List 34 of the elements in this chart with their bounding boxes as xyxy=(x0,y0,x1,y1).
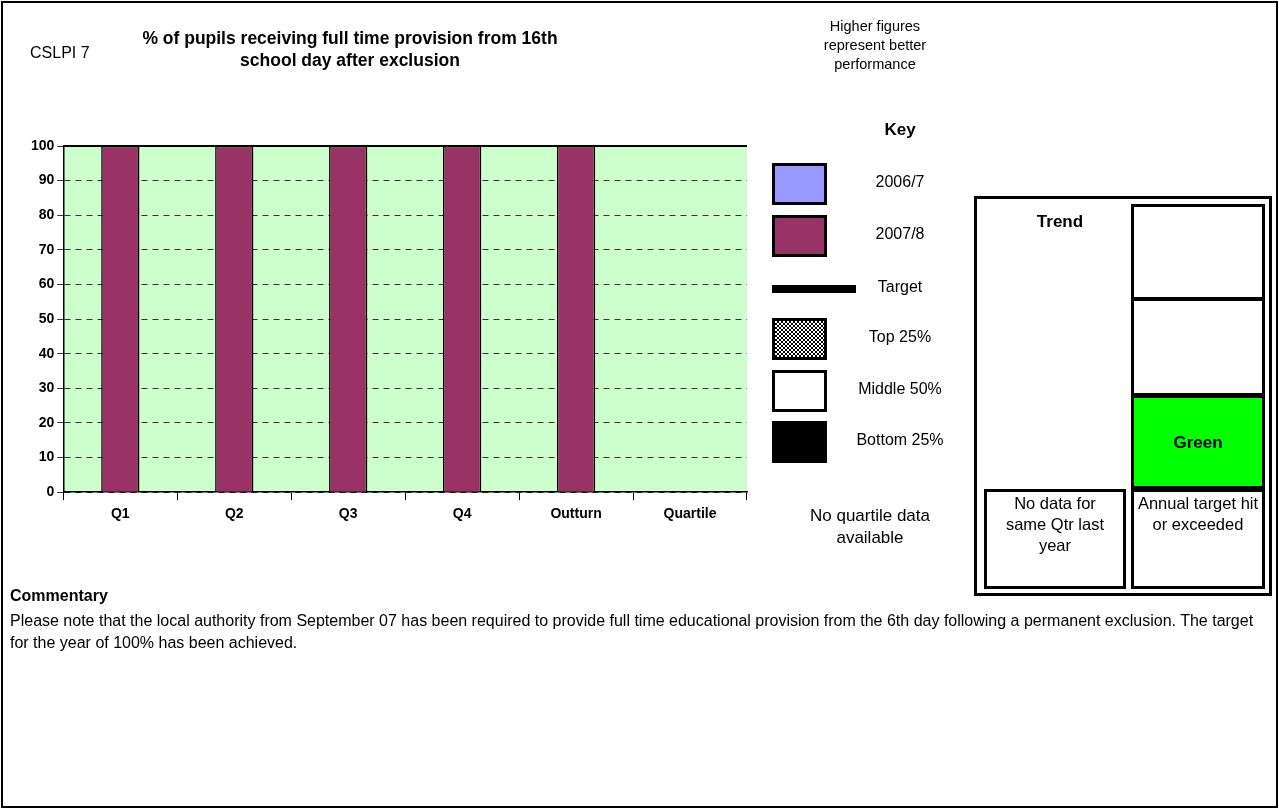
text: Top 25% xyxy=(867,328,933,346)
text: Please note that the local authority from September 07 has been required to provide full time educational provision from the 6th day following a permanent exclusion. The target for the year of 100% has been achieved. xyxy=(10,611,1255,653)
text: Green xyxy=(1172,433,1224,453)
x-tick-label: Q2 xyxy=(224,505,244,522)
x-tick-label: Quartile xyxy=(663,505,717,522)
y-tick-label: 30 xyxy=(38,379,55,396)
text: Bottom 25% xyxy=(855,431,945,449)
legend-title: Key xyxy=(883,120,917,140)
text: 2006/7 xyxy=(874,173,926,191)
x-tick-label: Q4 xyxy=(452,505,472,522)
text: No quartile data available xyxy=(809,505,931,549)
text: Commentary xyxy=(10,587,108,605)
text: Trend xyxy=(1035,212,1085,232)
y-tick-label: 0 xyxy=(46,483,55,500)
y-tick-label: 70 xyxy=(38,240,55,257)
text: Higher figures represent better performance xyxy=(822,17,928,74)
y-tick-label: 10 xyxy=(38,448,55,465)
y-tick-label: 80 xyxy=(38,206,55,223)
x-tick-label: Q1 xyxy=(110,505,130,522)
y-tick-label: 90 xyxy=(38,171,55,188)
text: Target xyxy=(876,278,924,296)
chart-title: % of pupils receiving full time provision from 16th school day after exclusion xyxy=(141,27,559,71)
y-tick-label: 100 xyxy=(31,136,55,153)
y-tick-label: 20 xyxy=(38,413,55,430)
x-tick-label: Outturn xyxy=(550,505,602,522)
text: Middle 50% xyxy=(857,380,943,398)
y-tick-label: 50 xyxy=(38,309,55,326)
chart-subtitle: CSLPI 7 xyxy=(30,44,91,62)
x-tick-label: Q3 xyxy=(338,505,358,522)
text: No data for same Qtr last year xyxy=(1004,493,1106,556)
text: 2007/8 xyxy=(874,225,926,243)
y-tick-label: 60 xyxy=(38,275,55,292)
y-tick-label: 40 xyxy=(38,344,55,361)
text: Annual target hit or exceeded xyxy=(1136,493,1260,535)
